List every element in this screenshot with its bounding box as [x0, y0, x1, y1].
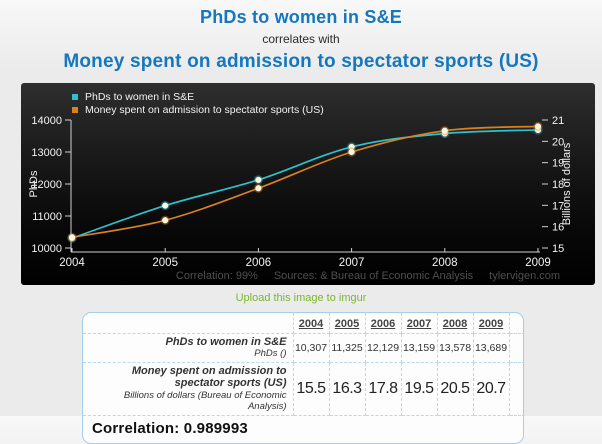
year-header-2008: 2008 — [437, 313, 474, 334]
money-row-sublabel: Billions of dollars (Bureau of Economic … — [123, 389, 287, 413]
table-pad-cell — [509, 313, 523, 334]
year-header-2005: 2005 — [329, 313, 366, 334]
left-axis-tick-label: 12000 — [31, 179, 62, 191]
money-value-2006: 17.8 — [365, 362, 402, 416]
data-point-marker — [441, 127, 448, 134]
upload-row: Upload this image to imgur — [0, 288, 602, 306]
table-pad-cell — [509, 362, 523, 416]
right-axis-tick-label: 20 — [552, 136, 564, 148]
left-axis-tick-label: 10000 — [31, 243, 62, 255]
chart-legend: PhDs to women in S&E Money spent on admi… — [72, 91, 324, 117]
chart-site-note: tylervigen.com — [489, 270, 561, 282]
title-secondary: Money spent on admission to spectator sp… — [63, 51, 539, 72]
right-axis-title: Billions of dollars — [561, 142, 573, 225]
correlation-value: Correlation: 0.989993 — [92, 419, 248, 437]
legend-item-money: Money spent on admission to spectator sp… — [72, 104, 324, 116]
data-point-marker — [68, 234, 76, 241]
data-point-marker — [162, 217, 169, 224]
right-axis-tick-label: 19 — [552, 158, 564, 170]
year-link-2008[interactable]: 2008 — [442, 317, 468, 330]
money-value-2009: 20.7 — [473, 362, 510, 416]
year-header-2007: 2007 — [401, 313, 438, 334]
correlation-cell: Correlation: 0.989993 — [83, 415, 523, 443]
data-point-marker — [534, 123, 542, 130]
phds-row-sublabel: PhDs () — [254, 348, 287, 360]
data-point-marker — [348, 148, 355, 156]
table-row-phds: PhDs to women in S&E PhDs () 10,307 11,3… — [83, 333, 523, 363]
table-corner-cell — [83, 313, 294, 334]
phds-value-2007: 13,159 — [401, 333, 438, 363]
page-header: PhDs to women in S&E correlates with Mon… — [0, 7, 602, 73]
money-value-2008: 20.5 — [437, 362, 474, 416]
data-point-marker — [255, 176, 262, 184]
x-axis-year-label: 2004 — [59, 257, 85, 269]
money-value-2007: 19.5 — [401, 362, 438, 416]
left-axis-tick-label: 11000 — [32, 211, 62, 223]
chart-sources-note: Sources: & Bureau of Economic Analysis — [273, 270, 474, 282]
legend-item-phds: PhDs to women in S&E — [72, 91, 324, 103]
table-row-money: Money spent on admission to spectator sp… — [83, 362, 523, 416]
phds-series-swatch-icon — [72, 94, 78, 100]
correlates-with-label: correlates with — [262, 32, 340, 46]
correlation-chart: 10000 11000 12000 13000 14000 15 16 17 18 19 20 21 2… — [21, 83, 595, 285]
x-axis-year-label: 2007 — [339, 257, 365, 269]
money-value-2005: 16.3 — [329, 362, 366, 416]
x-axis-year-label: 2009 — [525, 257, 551, 269]
x-axis-year-label: 2008 — [432, 257, 458, 269]
data-point-marker — [162, 202, 169, 209]
chart-correlation-note: Correlation: 99% — [175, 270, 258, 282]
phds-value-2008: 13,578 — [437, 333, 474, 363]
money-series-swatch-icon — [72, 107, 78, 113]
phds-value-2009: 13,689 — [473, 333, 510, 363]
left-axis-title: PhDs — [28, 170, 40, 197]
right-axis-tick-label: 15 — [552, 243, 564, 255]
data-table: 2004 2005 2006 2007 2008 2009 PhDs to wo… — [82, 312, 524, 444]
year-link-2004[interactable]: 2004 — [298, 317, 324, 330]
phds-value-2006: 12,129 — [365, 333, 402, 363]
right-axis-tick-label: 21 — [552, 115, 564, 127]
right-axis-tick-label: 17 — [552, 200, 564, 212]
phds-value-2005: 11,325 — [329, 333, 366, 363]
year-header-2004: 2004 — [293, 313, 330, 334]
series-line-money — [71, 125, 539, 239]
left-axis-tick-label: 13000 — [31, 147, 62, 159]
legend-label-phds: PhDs to women in S&E — [85, 91, 195, 103]
table-correlation-row: Correlation: 0.989993 — [83, 415, 523, 443]
upload-to-imgur-link[interactable]: Upload this image to imgur — [235, 292, 367, 304]
phds-row-label: PhDs to women in S&E — [165, 335, 287, 348]
chart-footer: Correlation: 99% Sources: & Bureau of Eco… — [21, 270, 595, 282]
table-pad-cell — [509, 333, 523, 363]
money-row-label-cell: Money spent on admission to spectator sp… — [83, 362, 294, 416]
money-value-2004: 15.5 — [293, 362, 330, 416]
x-axis-year-label: 2006 — [246, 257, 272, 269]
money-row-label: Money spent on admission to spectator sp… — [131, 364, 287, 390]
right-axis-tick-label: 16 — [552, 222, 564, 234]
phds-row-label-cell: PhDs to women in S&E PhDs () — [83, 333, 294, 363]
title-primary: PhDs to women in S&E — [199, 7, 403, 27]
left-axis-tick-label: 14000 — [31, 115, 62, 127]
series-line-phds — [71, 129, 539, 239]
year-link-2007[interactable]: 2007 — [406, 317, 432, 330]
data-point-marker — [255, 185, 262, 192]
year-link-2005[interactable]: 2005 — [334, 317, 360, 330]
year-link-2006[interactable]: 2006 — [370, 317, 396, 330]
x-axis-year-label: 2005 — [152, 257, 178, 269]
right-axis-tick-label: 18 — [552, 179, 564, 191]
year-header-2009: 2009 — [473, 313, 510, 334]
year-header-2006: 2006 — [365, 313, 402, 334]
table-header-row: 2004 2005 2006 2007 2008 2009 — [83, 313, 523, 334]
phds-value-2004: 10,307 — [293, 333, 330, 363]
legend-label-money: Money spent on admission to spectator sp… — [85, 104, 324, 116]
chart-canvas: 10000 11000 12000 13000 14000 15 16 17 18 19 20 21 2… — [28, 115, 573, 269]
year-link-2009[interactable]: 2009 — [478, 317, 504, 330]
